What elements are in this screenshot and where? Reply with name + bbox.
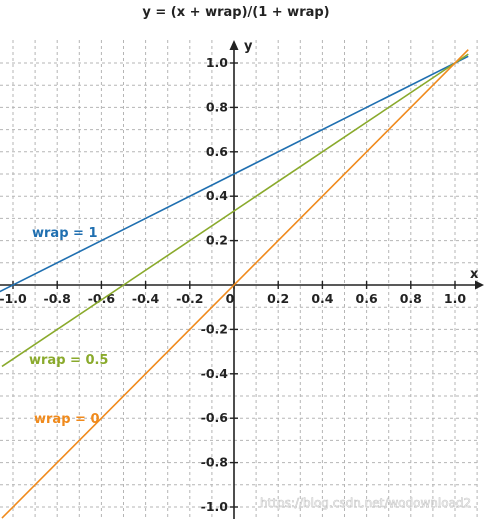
x-axis-label: x	[470, 267, 479, 282]
x-tick-label: -1.0	[0, 291, 27, 306]
series-lines	[0, 49, 469, 519]
grid	[0, 40, 480, 519]
x-tick-label: 0.8	[400, 291, 422, 306]
y-tick-label: 1.0	[206, 55, 228, 70]
y-tick-label: -0.6	[201, 410, 229, 425]
watermark: https://blog.csdn.net/wodownload2	[260, 496, 471, 510]
x-tick-label: -0.4	[132, 291, 160, 306]
y-tick-label: 0.4	[206, 188, 228, 203]
chart-title: y = (x + wrap)/(1 + wrap)	[142, 5, 329, 20]
x-tick-label: 0	[226, 291, 235, 306]
series-line-wrap-0	[1, 49, 469, 519]
y-tick-label: -0.2	[201, 321, 228, 336]
x-tick-label: 0.4	[311, 291, 333, 306]
y-tick-label: -1.0	[201, 499, 229, 514]
y-tick-label: 0.6	[206, 144, 228, 159]
x-tick-label: -0.2	[176, 291, 203, 306]
series-line-wrap-1	[0, 55, 469, 293]
x-tick-label: 1.0	[444, 291, 466, 306]
series-line-wrap-0-5	[1, 53, 469, 368]
y-tick-label: -0.8	[201, 455, 228, 470]
x-axis-arrow	[475, 280, 484, 290]
series-label-wrap-0-5: wrap = 0.5	[29, 353, 108, 368]
y-axis-label: y	[244, 39, 253, 54]
x-tick-label: 0.2	[267, 291, 289, 306]
series-label-wrap-0: wrap = 0	[34, 412, 100, 427]
y-tick-label: 0.8	[206, 99, 228, 114]
y-tick-label: 0.2	[206, 233, 228, 248]
x-tick-label: -0.8	[44, 291, 71, 306]
y-axis-arrow	[229, 40, 239, 50]
tick-labels: -1.0 -0.8 -0.6 -0.4 -0.2 0 0.2 0.4 0.6 0.8 1.0 1.0 0…	[0, 55, 466, 514]
y-tick-label: -0.4	[201, 366, 229, 381]
series-label-wrap-1: wrap = 1	[32, 226, 98, 241]
x-tick-label: 0.6	[356, 291, 378, 306]
